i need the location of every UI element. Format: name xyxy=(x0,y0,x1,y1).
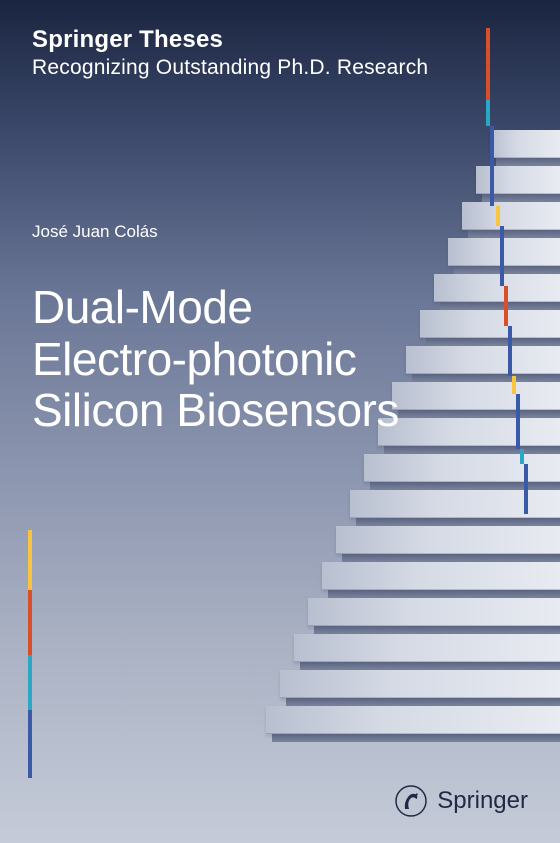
stair-riser xyxy=(384,446,560,454)
stair-step xyxy=(406,346,560,374)
stair-step xyxy=(476,166,560,194)
title-line: Dual-Mode xyxy=(32,281,253,333)
color-stripe xyxy=(504,286,508,326)
stair-riser xyxy=(398,410,560,418)
springer-horse-icon xyxy=(395,783,427,819)
color-stripe xyxy=(28,710,32,778)
color-stripe xyxy=(512,376,516,394)
title-line: Electro-photonic xyxy=(32,333,356,385)
stair-step xyxy=(294,634,560,662)
publisher-name: Springer xyxy=(437,787,528,815)
stair-riser xyxy=(440,302,560,310)
stair-step xyxy=(392,382,560,410)
stair-riser xyxy=(412,374,560,382)
stair-riser xyxy=(286,698,560,706)
color-stripe xyxy=(500,226,504,286)
stair-riser xyxy=(468,230,560,238)
stair-riser xyxy=(342,554,560,562)
stair-step xyxy=(350,490,560,518)
color-stripe xyxy=(28,590,32,655)
color-stripe xyxy=(490,126,494,206)
stair-riser xyxy=(300,662,560,670)
stair-riser xyxy=(454,266,560,274)
color-stripe xyxy=(28,530,32,590)
color-stripe xyxy=(496,206,500,226)
stair-step xyxy=(490,130,560,158)
color-stripe xyxy=(28,655,32,710)
stair-riser xyxy=(272,734,560,742)
title-line: Silicon Biosensors xyxy=(32,384,399,436)
stair-step xyxy=(266,706,560,734)
stair-step xyxy=(322,562,560,590)
color-stripe xyxy=(486,28,490,100)
stair-riser xyxy=(426,338,560,346)
series-subtitle: Recognizing Outstanding Ph.D. Research xyxy=(32,56,428,80)
stair-riser xyxy=(328,590,560,598)
stair-step xyxy=(364,454,560,482)
stair-step xyxy=(336,526,560,554)
color-stripe xyxy=(508,326,512,376)
stair-step xyxy=(462,202,560,230)
stair-step xyxy=(280,670,560,698)
author-name: José Juan Colás xyxy=(32,222,158,242)
stair-riser xyxy=(370,482,560,490)
color-stripe xyxy=(524,464,528,514)
stair-step xyxy=(434,274,560,302)
stair-riser xyxy=(314,626,560,634)
stair-riser xyxy=(356,518,560,526)
book-title: Dual-Mode Electro-photonic Silicon Biose… xyxy=(32,282,399,437)
stair-step xyxy=(378,418,560,446)
book-cover: Springer Theses Recognizing Outstanding … xyxy=(0,0,560,843)
color-stripe xyxy=(486,100,490,126)
stair-step xyxy=(420,310,560,338)
series-block: Springer Theses Recognizing Outstanding … xyxy=(32,26,428,80)
stair-step xyxy=(308,598,560,626)
stair-riser xyxy=(496,158,560,166)
color-stripe xyxy=(516,394,520,449)
color-stripe xyxy=(520,449,524,464)
stair-step xyxy=(448,238,560,266)
series-title: Springer Theses xyxy=(32,26,428,54)
publisher-block: Springer xyxy=(395,783,528,819)
